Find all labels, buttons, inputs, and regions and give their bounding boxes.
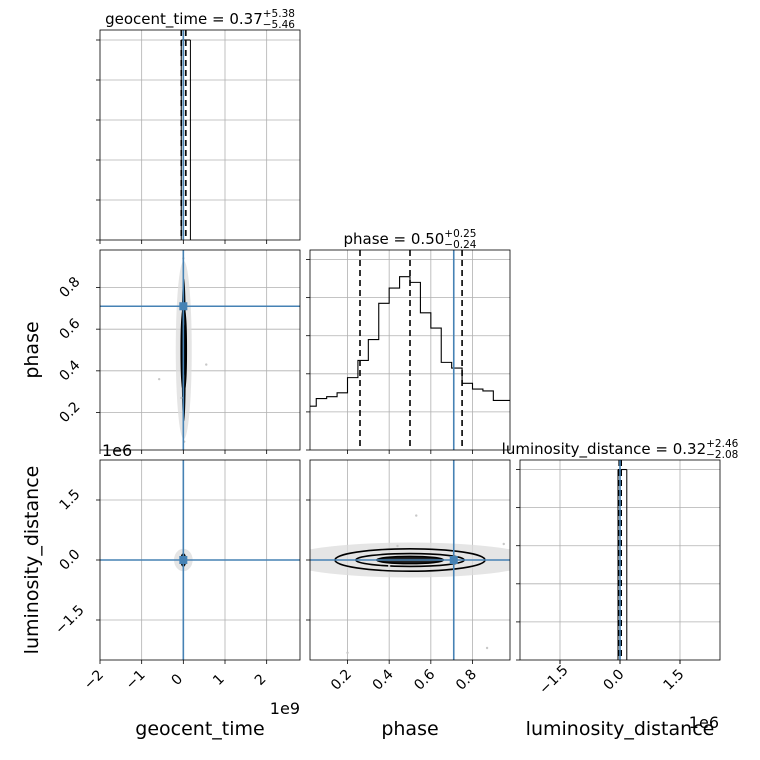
title-minus: −0.24: [444, 239, 476, 251]
x-axis-label: phase: [381, 718, 438, 740]
x-offset-label: 1e9: [270, 699, 300, 718]
sample-point: [180, 396, 183, 400]
x-tick-label: −1.5: [536, 662, 571, 697]
x-tick-label: −1: [123, 667, 149, 693]
y-tick-label: 0.8: [56, 274, 83, 301]
panel-plot-area: [310, 460, 510, 733]
hist-panel-phase: phase = 0.50 +0.25−0.24: [306, 228, 511, 454]
sample-point: [415, 514, 418, 517]
hist-plot-area: [100, 30, 300, 240]
panel-frame: [99, 249, 301, 451]
truth-marker: [179, 556, 188, 564]
x-tick-label: 0.4: [370, 666, 397, 693]
title-luminosity-distance: luminosity_distance = 0.32 +2.46−2.08: [502, 438, 739, 461]
y-axis-label: luminosity_distance: [21, 466, 43, 655]
sample-point: [157, 377, 161, 381]
title-main: luminosity_distance = 0.32: [502, 440, 706, 459]
panel-geocent-time-vs-luminosity-distance: [99, 459, 301, 661]
title-phase: phase = 0.50 +0.25−0.24: [344, 228, 477, 251]
title-minus: −2.08: [706, 449, 738, 461]
sample-point: [346, 651, 349, 654]
sample-point: [482, 731, 484, 733]
sample-point: [205, 363, 208, 366]
y-tick-label: 0.2: [56, 399, 83, 426]
y-tick-label: 0.4: [56, 357, 83, 384]
hist-panel-geocent-time: geocent_time = 0.37 +5.38−5.46: [96, 8, 301, 244]
x-tick-label: 2: [252, 671, 270, 689]
panel-phase-vs-luminosity-distance: [309, 459, 511, 733]
sample-point: [485, 646, 489, 650]
x-axis-label: geocent_time: [135, 718, 264, 740]
y-axis-label: phase: [21, 321, 43, 378]
x-tick-label: 1: [210, 671, 228, 689]
truth-marker: [449, 556, 458, 564]
x-tick-label: 0.8: [453, 666, 480, 693]
x-tick-label: 1.5: [660, 666, 687, 693]
x-tick-label: 0.0: [600, 666, 627, 693]
hist-plot-area: [520, 460, 720, 660]
title-main: geocent_time = 0.37: [105, 10, 263, 29]
title-plus: +2.46: [706, 438, 738, 450]
sample-point: [396, 544, 399, 548]
x-tick-label: 0.6: [411, 666, 438, 693]
x-offset-label: 1e6: [689, 713, 719, 732]
panel-plot-area: [100, 460, 300, 660]
panel-geocent-time-vs-phase: [99, 249, 301, 451]
histogram-phase: [310, 276, 510, 407]
truth-marker: [179, 302, 188, 311]
title-geocent-time: geocent_time = 0.37 +5.38−5.46: [105, 8, 295, 31]
y-tick-label: 0.6: [56, 316, 83, 343]
x-axis-label: luminosity_distance: [526, 718, 715, 740]
sample-point: [387, 564, 391, 568]
x-tick-label: 0: [169, 671, 187, 689]
y-tick-label: −1.5: [52, 602, 87, 637]
hist-plot-area: [310, 250, 510, 450]
sample-point: [502, 542, 505, 546]
y-offset-label: 1e6: [102, 441, 132, 460]
panel-frame: [309, 249, 511, 451]
y-tick-label: 1.5: [56, 486, 83, 513]
title-main: phase = 0.50: [344, 230, 445, 248]
x-tick-label: 0.2: [328, 666, 355, 693]
title-plus: +0.25: [444, 228, 476, 240]
title-minus: −5.46: [263, 19, 295, 31]
y-tick-label: 0.0: [56, 546, 83, 573]
hist-panel-luminosity-distance: luminosity_distance = 0.32 +2.46−2.08: [502, 438, 739, 664]
panel-frame: [99, 29, 301, 241]
x-tick-label: −2: [81, 667, 107, 693]
panel-plot-area: [100, 250, 300, 450]
title-plus: +5.38: [263, 8, 295, 20]
